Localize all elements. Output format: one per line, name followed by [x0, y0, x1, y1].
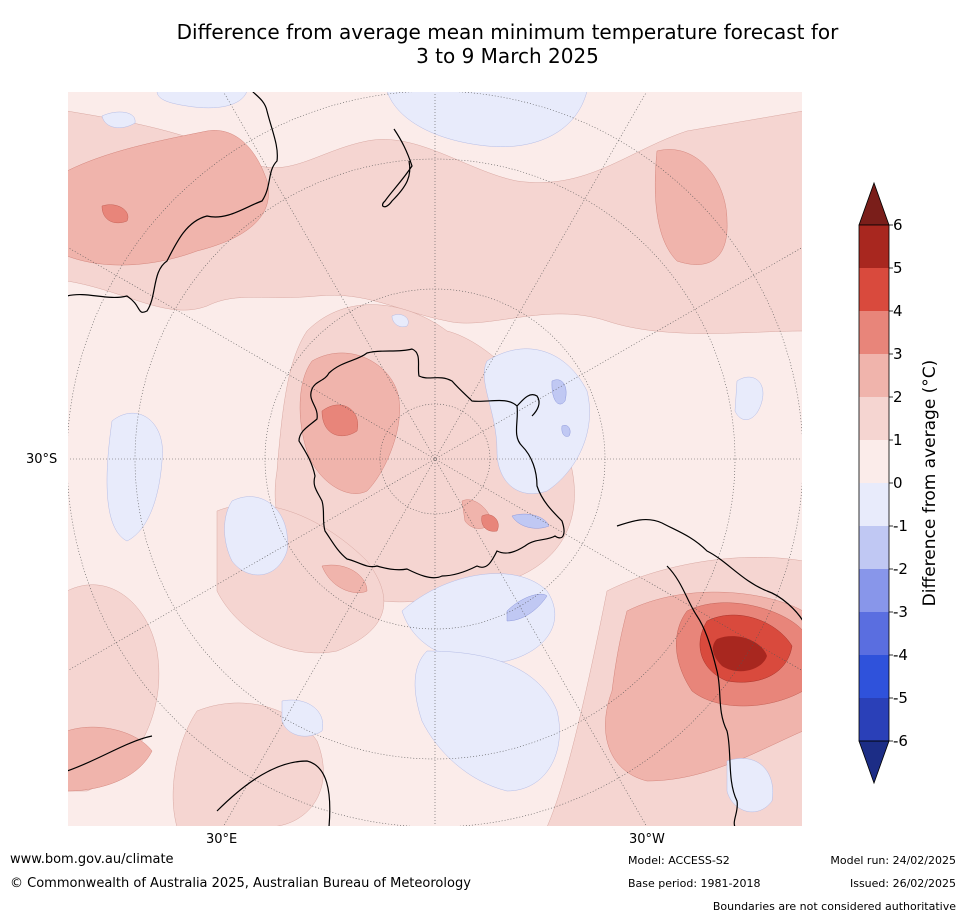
colorbar-tick-label: 2	[893, 388, 903, 406]
colorbar-swatch	[859, 225, 889, 268]
colorbar: 6 5 4 3 2 1 0 -1 -2 -3 -4 -5 -6	[858, 181, 908, 785]
colorbar-swatch	[859, 655, 889, 698]
title-line-1: Difference from average mean minimum tem…	[176, 20, 839, 44]
colorbar-tick-label: 6	[893, 216, 903, 234]
colorbar-swatch	[859, 311, 889, 354]
copyright-text: © Commonwealth of Australia 2025, Austra…	[10, 876, 471, 891]
colorbar-tick-label: -6	[893, 732, 908, 750]
longitude-label-30w: 30°W	[629, 832, 665, 847]
anomaly-minus1-minus2	[506, 379, 571, 622]
colorbar-swatch	[859, 526, 889, 569]
model-name: Model: ACCESS-S2	[628, 854, 730, 867]
colorbar-title: Difference from average (°C)	[920, 359, 940, 607]
colorbar-tick-label: 5	[893, 259, 903, 277]
colorbar-tick-label: -3	[893, 603, 908, 621]
colorbar-swatch	[859, 698, 889, 741]
colorbar-extend-low	[858, 740, 890, 785]
polar-anomaly-map	[67, 91, 803, 827]
colorbar-swatch	[859, 354, 889, 397]
colorbar-swatch	[859, 569, 889, 612]
longitude-label-30e: 30°E	[206, 832, 238, 847]
colorbar-tick-label: -1	[893, 517, 908, 535]
colorbar-tick-label: 4	[893, 302, 903, 320]
colorbar-swatches	[858, 181, 890, 785]
website-link[interactable]: www.bom.gov.au/climate	[10, 852, 174, 867]
latitude-label-30s: 30°S	[26, 452, 58, 467]
anomaly-5-6	[712, 636, 767, 672]
colorbar-tick-label: 3	[893, 345, 903, 363]
title-line-2: 3 to 9 March 2025	[416, 44, 599, 68]
graticule	[67, 91, 803, 827]
base-period: Base period: 1981-2018	[628, 877, 761, 890]
colorbar-swatch	[859, 483, 889, 526]
colorbar-swatch	[859, 268, 889, 311]
colorbar-tick-label: 1	[893, 431, 903, 449]
model-run-date: Model run: 24/02/2025	[830, 854, 956, 867]
colorbar-tick-label: -4	[893, 646, 908, 664]
coastlines	[67, 91, 803, 827]
map-title: Difference from average mean minimum tem…	[100, 20, 915, 68]
colorbar-swatch	[859, 612, 889, 655]
issued-date: Issued: 26/02/2025	[849, 877, 956, 890]
colorbar-tick-label: 0	[893, 474, 903, 492]
colorbar-ticks: 6 5 4 3 2 1 0 -1 -2 -3 -4 -5 -6	[889, 216, 908, 750]
colorbar-swatch	[859, 440, 889, 483]
colorbar-tick-label: -5	[893, 689, 908, 707]
boundaries-disclaimer: Boundaries are not considered authoritat…	[712, 900, 956, 913]
colorbar-extend-high	[858, 181, 890, 226]
colorbar-tick-label: -2	[893, 560, 908, 578]
colorbar-swatch	[859, 397, 889, 440]
